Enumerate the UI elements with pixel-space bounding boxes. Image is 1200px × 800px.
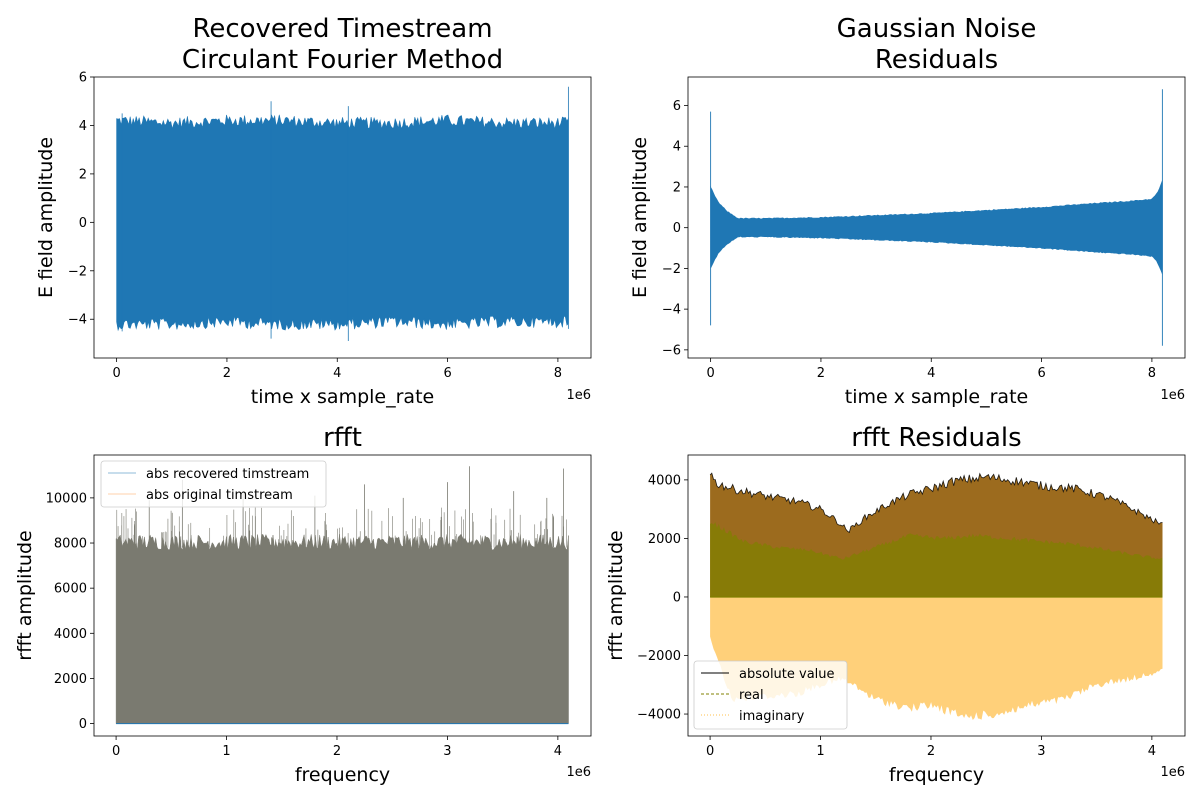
legend-label-imaginary: imaginary: [739, 709, 805, 724]
y-ticks: −6 −4 −2 0 2 4 6: [662, 99, 688, 358]
y-tick-label: 4: [79, 119, 87, 134]
x-ticks: 0 2 4 6 8: [112, 358, 562, 381]
x-offset-text: 1e6: [1160, 765, 1185, 780]
y-tick-label: 2: [79, 167, 87, 182]
plot-area: [115, 466, 569, 725]
x-axis-label: time x sample_rate: [251, 386, 434, 408]
x-tick-label: 4: [927, 366, 935, 381]
x-ticks: 0 2 4 6 8: [706, 358, 1156, 381]
x-tick-label: 3: [443, 744, 451, 759]
x-tick-label: 6: [1037, 366, 1045, 381]
y-tick-label: −6: [662, 343, 681, 358]
y-tick-label: 2000: [648, 532, 681, 547]
x-tick-label: 0: [112, 744, 120, 759]
legend: abs recovered timstream abs original tim…: [100, 460, 327, 508]
series-band: [116, 114, 569, 332]
x-axis-label: frequency: [889, 764, 984, 786]
y-tick-label: −4: [68, 313, 87, 328]
x-offset-text: 1e6: [566, 388, 591, 403]
y-tick-label: 0: [79, 717, 87, 732]
chart-title: rfft Residuals: [851, 423, 1021, 453]
legend: absolute value real imaginary: [693, 660, 848, 730]
panel-gaussian-noise-residuals: Gaussian Noise Residuals 0 2 4 6 8 −6 −4 −2 0 2 4…: [629, 14, 1186, 408]
y-ticks: −4000 −2000 0 2000 4000: [637, 473, 688, 723]
y-tick-label: 6: [673, 99, 681, 114]
y-axis-label: rfft amplitude: [605, 530, 627, 660]
series-real-area: [710, 522, 1163, 597]
plot-area: [710, 89, 1163, 346]
x-tick-label: 2: [817, 366, 825, 381]
x-ticks: 0 1 2 3 4: [706, 736, 1156, 759]
panel-rfft-residuals: rfft Residuals 0 1 2 3 4 −4000 −2000 0 2000 4000…: [605, 423, 1186, 786]
panel-rfft: rfft 0 1 2 3 4 0 2000 4000 6000 8000 10000 freque…: [14, 423, 592, 786]
axes-frame: [687, 76, 1186, 359]
chart-title-line-2: Residuals: [875, 45, 998, 75]
chart-title-line-1: Recovered Timestream: [192, 14, 492, 44]
y-tick-label: 4: [673, 140, 681, 155]
y-tick-label: −4000: [637, 708, 681, 723]
x-tick-label: 0: [706, 366, 714, 381]
x-axis-label: time x sample_rate: [845, 386, 1028, 408]
y-axis-label: E field amplitude: [35, 137, 57, 298]
y-tick-label: 8000: [54, 537, 87, 552]
y-tick-label: 0: [673, 590, 681, 605]
y-tick-label: 6000: [54, 582, 87, 597]
axes-frame: [93, 76, 592, 359]
x-tick-label: 2: [333, 744, 341, 759]
plot-area: [709, 472, 1163, 720]
x-tick-label: 0: [112, 366, 120, 381]
x-tick-label: 2: [223, 366, 231, 381]
x-tick-label: 4: [1148, 744, 1156, 759]
legend-label-absolute: absolute value: [739, 667, 835, 682]
legend-label-original: abs original timstream: [146, 488, 293, 503]
y-ticks: −4 −2 0 2 4 6: [68, 71, 94, 328]
y-tick-label: 4000: [648, 473, 681, 488]
y-axis-label: rfft amplitude: [14, 530, 36, 660]
y-tick-label: 0: [79, 216, 87, 231]
x-tick-label: 4: [554, 744, 562, 759]
x-tick-label: 1: [222, 744, 230, 759]
chart-title: rfft: [323, 423, 362, 453]
legend-box: [100, 460, 327, 508]
x-tick-label: 8: [554, 366, 562, 381]
y-tick-label: −2: [662, 262, 681, 277]
y-tick-label: 2000: [54, 672, 87, 687]
x-offset-text: 1e6: [566, 765, 591, 780]
chart-title-line-1: Gaussian Noise: [837, 14, 1037, 44]
y-tick-label: −4: [662, 303, 681, 318]
axes-frame: [93, 454, 592, 737]
x-tick-label: 0: [706, 744, 714, 759]
y-tick-label: 0: [673, 221, 681, 236]
x-ticks: 0 1 2 3 4: [112, 736, 562, 759]
plot-area: [116, 86, 569, 342]
x-offset-text: 1e6: [1160, 388, 1185, 403]
y-tick-label: 2: [673, 180, 681, 195]
y-axis-label: E field amplitude: [629, 137, 651, 298]
panel-recovered-timestream: Recovered Timestream Circulant Fourier M…: [35, 14, 592, 408]
x-tick-label: 2: [927, 744, 935, 759]
x-axis-label: frequency: [295, 764, 390, 786]
y-tick-label: 10000: [46, 491, 87, 506]
x-tick-label: 8: [1148, 366, 1156, 381]
chart-title-line-2: Circulant Fourier Method: [182, 45, 503, 75]
series-imaginary-area: [710, 597, 1163, 720]
y-ticks: 0 2000 4000 6000 8000 10000: [46, 491, 94, 732]
y-tick-label: −2: [68, 264, 87, 279]
y-tick-label: 6: [79, 71, 87, 86]
x-tick-label: 6: [443, 366, 451, 381]
x-tick-label: 4: [333, 366, 341, 381]
legend-box: [693, 660, 848, 730]
axes-frame: [687, 454, 1186, 737]
y-tick-label: −2000: [637, 649, 681, 664]
series-absolute-line: [709, 472, 1163, 534]
series-band: [115, 533, 569, 724]
legend-label-real: real: [739, 688, 764, 703]
x-tick-label: 3: [1037, 744, 1045, 759]
y-tick-label: 4000: [54, 627, 87, 642]
legend-label-recovered: abs recovered timstream: [146, 467, 309, 482]
x-tick-label: 1: [816, 744, 824, 759]
